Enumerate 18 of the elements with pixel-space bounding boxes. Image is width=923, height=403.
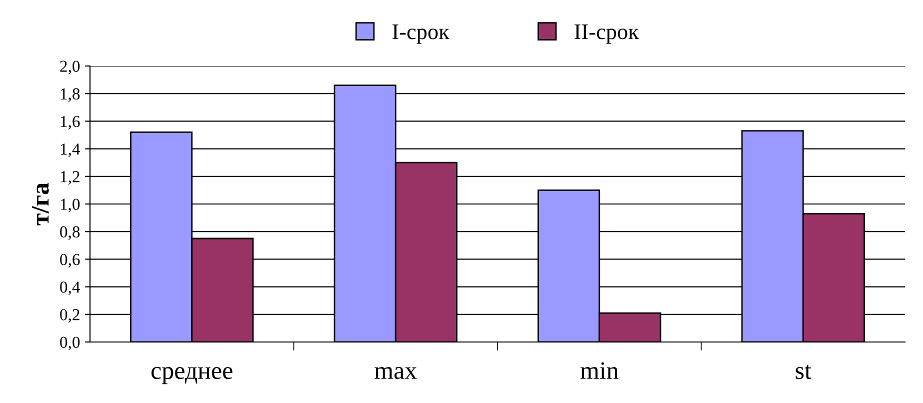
y-axis-title: т/га: [32, 182, 49, 226]
x-tick-label: st: [796, 364, 812, 380]
x-tick-label: среднее: [152, 367, 232, 384]
y-tick-label: 1,2: [60, 171, 80, 185]
y-tick-label: 2,0: [60, 60, 80, 74]
y-tick-label: 1,0: [60, 198, 80, 212]
y-tick-label: 1,6: [60, 116, 80, 130]
x-tick-label: min: [580, 362, 618, 379]
y-tick-label: 0,8: [60, 226, 80, 240]
y-tick-label: 0,2: [60, 309, 80, 323]
y-tick-label: 0,6: [60, 254, 80, 268]
y-tick-label: 0,0: [60, 336, 80, 350]
y-tick-label: 0,4: [60, 282, 80, 296]
y-tick-label: 1,4: [60, 144, 80, 158]
legend-label: II-срок: [574, 24, 639, 44]
y-tick-label: 1,8: [60, 88, 80, 102]
legend-label: I-срок: [392, 24, 450, 44]
x-tick-label: max: [374, 367, 417, 380]
